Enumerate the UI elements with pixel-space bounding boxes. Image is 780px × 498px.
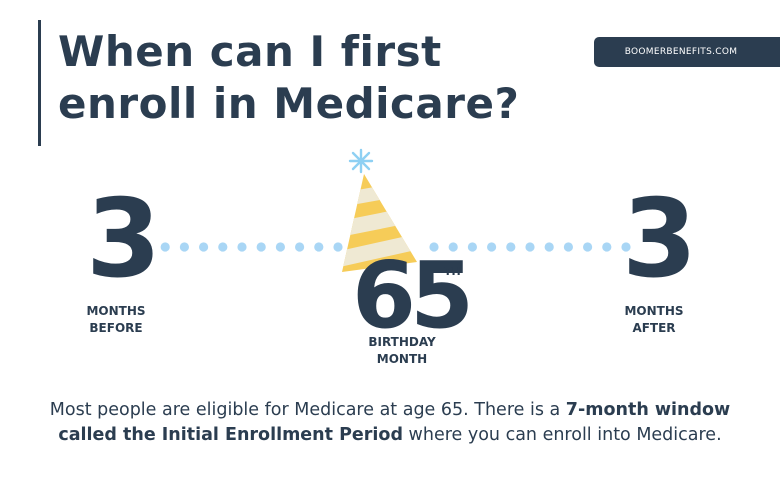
months-before-label-line1: MONTHS bbox=[86, 304, 146, 318]
page-title: When can I first enroll in Medicare? bbox=[58, 26, 578, 130]
months-after-label-line1: MONTHS bbox=[624, 304, 684, 318]
timeline-dot bbox=[256, 242, 266, 252]
timeline-dot bbox=[333, 242, 343, 252]
timeline-dots bbox=[141, 242, 631, 252]
timeline-dot bbox=[141, 242, 151, 252]
timeline-dot bbox=[563, 242, 573, 252]
ordinal-suffix: TH bbox=[444, 265, 461, 278]
months-after-label: MONTHS AFTER bbox=[618, 303, 690, 337]
timeline-dot bbox=[467, 242, 477, 252]
timeline-dot bbox=[179, 242, 189, 252]
birthday-label-line2: MONTH bbox=[376, 352, 428, 366]
months-before-label-line2: BEFORE bbox=[89, 321, 143, 335]
timeline-dot bbox=[506, 242, 516, 252]
months-before-label: MONTHS BEFORE bbox=[80, 303, 152, 337]
description-part1: Most people are eligible for Medicare at… bbox=[49, 400, 566, 420]
description-part2: where you can enroll into Medicare. bbox=[402, 425, 722, 445]
timeline-dot bbox=[525, 242, 535, 252]
timeline-dot bbox=[487, 242, 497, 252]
timeline-dot bbox=[448, 242, 458, 252]
timeline-dot bbox=[218, 242, 228, 252]
birthday-number: 65 bbox=[352, 242, 474, 349]
timeline-dot bbox=[429, 242, 439, 252]
title-line-1: When can I first bbox=[58, 27, 442, 76]
months-before-number: 3 bbox=[86, 177, 161, 302]
timeline-dot bbox=[314, 242, 324, 252]
party-hat-icon bbox=[342, 148, 417, 272]
timeline-dot bbox=[275, 242, 285, 252]
timeline-dot bbox=[295, 242, 305, 252]
timeline-dot bbox=[237, 242, 247, 252]
timeline-dot bbox=[583, 242, 593, 252]
description: Most people are eligible for Medicare at… bbox=[40, 398, 740, 448]
birthday-month-label: BIRTHDAY MONTH bbox=[356, 334, 448, 368]
brand-badge: BOOMERBENEFITS.COM bbox=[594, 37, 780, 67]
timeline-dot bbox=[199, 242, 209, 252]
title-line-2: enroll in Medicare? bbox=[58, 79, 520, 128]
birthday-label-line1: BIRTHDAY bbox=[368, 335, 436, 349]
timeline-dot bbox=[621, 242, 631, 252]
timeline-dot bbox=[160, 242, 170, 252]
timeline-dot bbox=[602, 242, 612, 252]
description-bold: 7-month window called the Initial Enroll… bbox=[58, 400, 731, 445]
months-after-number: 3 bbox=[622, 177, 697, 302]
title-accent-bar bbox=[38, 20, 41, 146]
timeline-dot bbox=[544, 242, 554, 252]
months-after-label-line2: AFTER bbox=[632, 321, 676, 335]
